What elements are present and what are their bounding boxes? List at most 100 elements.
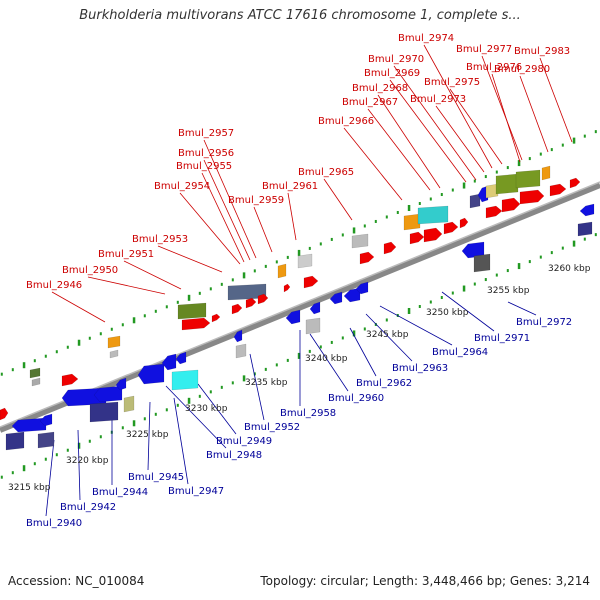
minor-tick (154, 412, 157, 416)
leader-line (539, 57, 573, 143)
leader-line (389, 79, 467, 183)
leader-line (365, 313, 413, 362)
gene-other (107, 335, 121, 349)
leader-line (349, 327, 377, 377)
minor-tick (33, 359, 36, 363)
topology-text: Topology: circular; Length: 3,448,466 bp… (260, 574, 590, 588)
minor-tick (506, 166, 509, 170)
minor-tick (286, 255, 289, 259)
minor-tick (176, 300, 179, 304)
major-tick (352, 330, 356, 337)
gene-rev (11, 417, 47, 433)
top-gene-label: Bmul_2970 (368, 54, 424, 65)
minor-tick (231, 278, 234, 282)
gene-other (29, 367, 41, 379)
minor-tick (429, 197, 432, 201)
gene-other (473, 253, 491, 273)
major-tick (187, 397, 191, 404)
leader-line (165, 385, 227, 449)
top-gene-label: Bmul_2951 (98, 249, 154, 260)
leader-line (45, 439, 55, 517)
leader-line (179, 192, 241, 265)
gene-other (541, 165, 551, 181)
top-gene-label: Bmul_2957 (178, 128, 234, 139)
leader-line (367, 108, 431, 191)
lower-tick-row (0, 233, 597, 479)
leader-line (323, 178, 353, 221)
bottom-gene-label: Bmul_2940 (26, 518, 82, 529)
gene-fwd (443, 221, 459, 235)
leader-line (249, 353, 265, 421)
minor-tick (594, 233, 597, 237)
major-tick (297, 352, 301, 359)
gene-rev (39, 413, 53, 427)
minor-tick (330, 237, 333, 241)
leader-line (481, 55, 523, 161)
minor-tick (484, 278, 487, 282)
gene-fwd (245, 297, 257, 309)
gene-other (577, 221, 593, 237)
minor-tick (528, 157, 531, 161)
major-tick (22, 362, 26, 369)
minor-tick (110, 327, 113, 331)
leader-line (507, 301, 537, 316)
gene-other (403, 213, 421, 231)
top-gene-label: Bmul_2953 (132, 234, 188, 245)
minor-tick (594, 130, 597, 134)
bottom-gene-label: Bmul_2942 (60, 502, 116, 513)
minor-tick (330, 340, 333, 344)
minor-tick (253, 372, 256, 376)
leader-line (51, 291, 106, 323)
minor-tick (561, 246, 564, 250)
minor-tick (319, 242, 322, 246)
major-tick (77, 442, 81, 449)
minor-tick (121, 426, 124, 430)
top-gene-label: Bmul_2956 (178, 148, 234, 159)
major-tick (187, 294, 191, 301)
top-gene-label: Bmul_2954 (154, 181, 210, 192)
minor-tick (44, 354, 47, 358)
gene-other (305, 317, 321, 335)
minor-tick (220, 282, 223, 286)
scale-label: 3220 kbp (66, 456, 109, 466)
gene-other (469, 193, 481, 209)
bottom-gene-label: Bmul_2963 (392, 363, 448, 374)
gene-fwd (181, 317, 211, 331)
top-gene-label: Bmul_2946 (26, 280, 82, 291)
minor-tick (99, 332, 102, 336)
gene-other (351, 233, 369, 249)
minor-tick (44, 457, 47, 461)
leader-line (77, 429, 81, 501)
gene-rev (579, 203, 595, 217)
gene-fwd (283, 283, 291, 293)
upper-tick-row (0, 130, 597, 376)
minor-tick (583, 134, 586, 138)
bottom-gene-label: Bmul_2944 (92, 487, 148, 498)
minor-tick (275, 260, 278, 264)
major-tick (77, 339, 81, 346)
minor-tick (374, 219, 377, 223)
leader-line (377, 94, 441, 189)
leader-line (123, 260, 182, 290)
leader-line (203, 139, 257, 259)
gene-other (5, 431, 25, 451)
major-tick (242, 375, 246, 382)
gene-fwd (231, 303, 243, 315)
labels-layer: 3215 kbp 3220 kbp 3225 kbp 3230 kbp 3235 kbp… (8, 33, 591, 529)
gene-other (123, 395, 135, 413)
gene-fwd (549, 183, 567, 197)
gene-fwd (359, 251, 375, 265)
minor-tick (209, 287, 212, 291)
leader-line (393, 65, 477, 181)
minor-tick (11, 368, 14, 372)
gene-rev (343, 287, 361, 303)
major-tick (572, 137, 576, 144)
minor-tick (418, 202, 421, 205)
gene-fwd (485, 205, 503, 219)
accession-text: Accession: NC_010084 (8, 574, 145, 588)
gene-other (297, 253, 313, 269)
minor-tick (341, 233, 344, 237)
bottom-gene-label: Bmul_2971 (474, 333, 530, 344)
minor-tick (308, 349, 311, 353)
